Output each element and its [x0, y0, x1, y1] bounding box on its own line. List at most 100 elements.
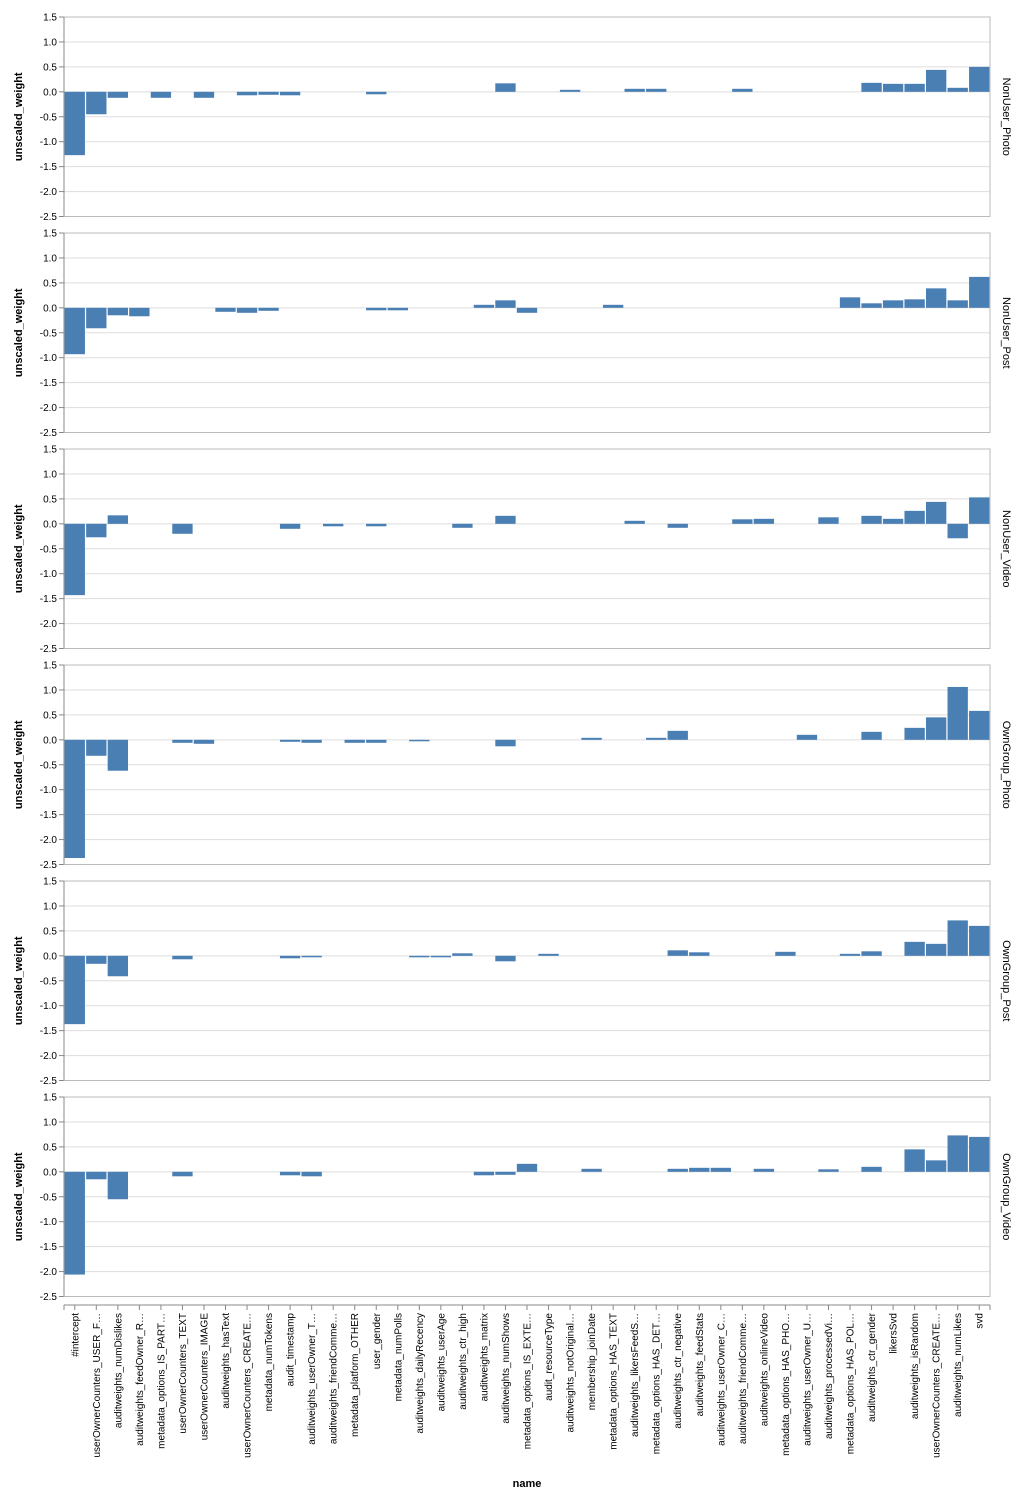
bar — [172, 955, 193, 960]
bar — [818, 1169, 839, 1172]
bar — [344, 739, 365, 743]
y-tick-label: -1.0 — [40, 353, 58, 364]
bar — [107, 307, 129, 316]
bar — [538, 953, 559, 956]
y-tick-label: -0.5 — [40, 760, 58, 771]
bar — [107, 1171, 129, 1200]
bar — [516, 307, 538, 313]
y-tick-label: -2.5 — [40, 860, 58, 871]
x-tick-label: audit_timestamp — [286, 1313, 297, 1387]
bar — [193, 91, 215, 98]
bar — [925, 501, 947, 524]
x-tick-label: auditweights_userOwner_U… — [802, 1313, 813, 1446]
y-tick-label: -2.5 — [40, 1292, 58, 1303]
bar — [495, 83, 516, 92]
y-tick-label: -0.5 — [40, 112, 58, 123]
x-tick-label: auditweights_ctr_gender — [867, 1312, 878, 1422]
y-tick-label: -1.0 — [40, 569, 58, 580]
y-tick-label: 1.0 — [43, 253, 57, 264]
bar — [387, 307, 408, 311]
y-tick-label: 1.5 — [43, 1093, 57, 1104]
x-axis-title: name — [513, 1478, 542, 1490]
bar — [193, 739, 215, 744]
bar — [86, 523, 107, 538]
bar — [710, 1167, 731, 1172]
y-tick-label: -2.0 — [40, 187, 58, 198]
bar — [323, 523, 344, 527]
y-tick-label: -2.5 — [40, 428, 58, 439]
bar — [172, 1171, 193, 1177]
bar — [925, 288, 947, 308]
bar — [236, 91, 258, 96]
bar — [366, 307, 387, 311]
y-tick-label: 1.5 — [43, 661, 57, 672]
x-tick-label: membership_joinDate — [587, 1313, 598, 1411]
bar — [107, 515, 129, 524]
x-tick-label: metadata_options_IS_EXTE… — [523, 1313, 534, 1449]
y-tick-label: -1.5 — [40, 162, 58, 173]
bar — [86, 91, 107, 115]
y-tick-label: -2.5 — [40, 212, 58, 223]
y-tick-label: -1.0 — [40, 1001, 58, 1012]
y-tick-label: -1.5 — [40, 1242, 58, 1253]
facet-label: OwnGroup_Photo — [1000, 721, 1012, 809]
bar — [581, 1168, 602, 1172]
bar — [452, 523, 473, 528]
bar — [495, 739, 516, 747]
bar — [861, 515, 882, 524]
bar — [904, 83, 925, 92]
bar — [796, 734, 818, 740]
facet-panels: 1.5 1.0 0.5 0.0 -0.5 -1.0 -1.5 -2.0 -2.5 unscaled… — [13, 13, 1012, 1304]
y-tick-label: 1.5 — [43, 445, 57, 456]
bar — [925, 717, 947, 740]
y-tick-label: 0.0 — [43, 303, 57, 314]
facet-label: NonUser_Photo — [1000, 78, 1012, 156]
facet-panel: 1.5 1.0 0.5 0.0 -0.5 -1.0 -1.5 -2.0 -2.5 unscaled… — [13, 1093, 1012, 1304]
y-tick-label: 1.5 — [43, 13, 57, 24]
y-tick-label: 0.5 — [43, 926, 57, 937]
bar — [969, 925, 990, 956]
x-tick-label: auditweights_matrix — [479, 1313, 490, 1401]
x-tick-label: userOwnerCounters_CREATE… — [932, 1313, 943, 1458]
y-tick-label: 1.0 — [43, 685, 57, 696]
y-tick-label: -1.5 — [40, 1026, 58, 1037]
bar — [86, 739, 107, 756]
y-tick-label: 0.5 — [43, 1142, 57, 1153]
bar — [473, 304, 495, 308]
bar — [86, 955, 107, 964]
bar — [64, 91, 85, 156]
y-tick-label: -2.0 — [40, 1051, 58, 1062]
x-tick-label: auditweights_numShows — [501, 1313, 512, 1424]
bar — [64, 523, 85, 596]
x-tick-label: userOwnerCounters_IMAGE — [199, 1313, 210, 1441]
x-tick-label: metadata_platform_OTHER — [350, 1313, 361, 1437]
y-tick-label: 1.5 — [43, 877, 57, 888]
bar — [301, 955, 322, 958]
bar — [366, 739, 387, 743]
bar — [904, 299, 925, 308]
bar — [904, 510, 925, 524]
bar — [559, 89, 581, 92]
x-tick-label: userOwnerCounters_CREATE… — [243, 1313, 254, 1458]
bar — [925, 943, 947, 956]
x-tick-label: auditweights_onlineVideo — [759, 1313, 770, 1427]
x-tick-label: audit_resourceType — [544, 1313, 555, 1401]
bar — [969, 710, 990, 740]
y-tick-label: -0.5 — [40, 976, 58, 987]
y-tick-label: 0.5 — [43, 62, 57, 73]
bar — [107, 955, 129, 977]
x-tick-label: auditweights_isRandom — [910, 1313, 921, 1419]
bar — [172, 739, 193, 743]
y-tick-label: -2.0 — [40, 619, 58, 630]
y-axis-title: unscaled_weight — [13, 72, 25, 161]
bar — [732, 519, 753, 524]
bar — [861, 303, 882, 308]
x-tick-label: userOwnerCounters_USER_F… — [92, 1313, 103, 1458]
bar — [301, 1171, 322, 1177]
y-axis-title: unscaled_weight — [13, 936, 25, 1025]
facet-label: NonUser_Video — [1000, 510, 1012, 587]
facet-panel: 1.5 1.0 0.5 0.0 -0.5 -1.0 -1.5 -2.0 -2.5 unscaled… — [13, 13, 1012, 224]
x-tick-label: auditweights_dailyRecency — [415, 1313, 426, 1434]
bar — [86, 1171, 107, 1180]
bar — [495, 955, 516, 962]
